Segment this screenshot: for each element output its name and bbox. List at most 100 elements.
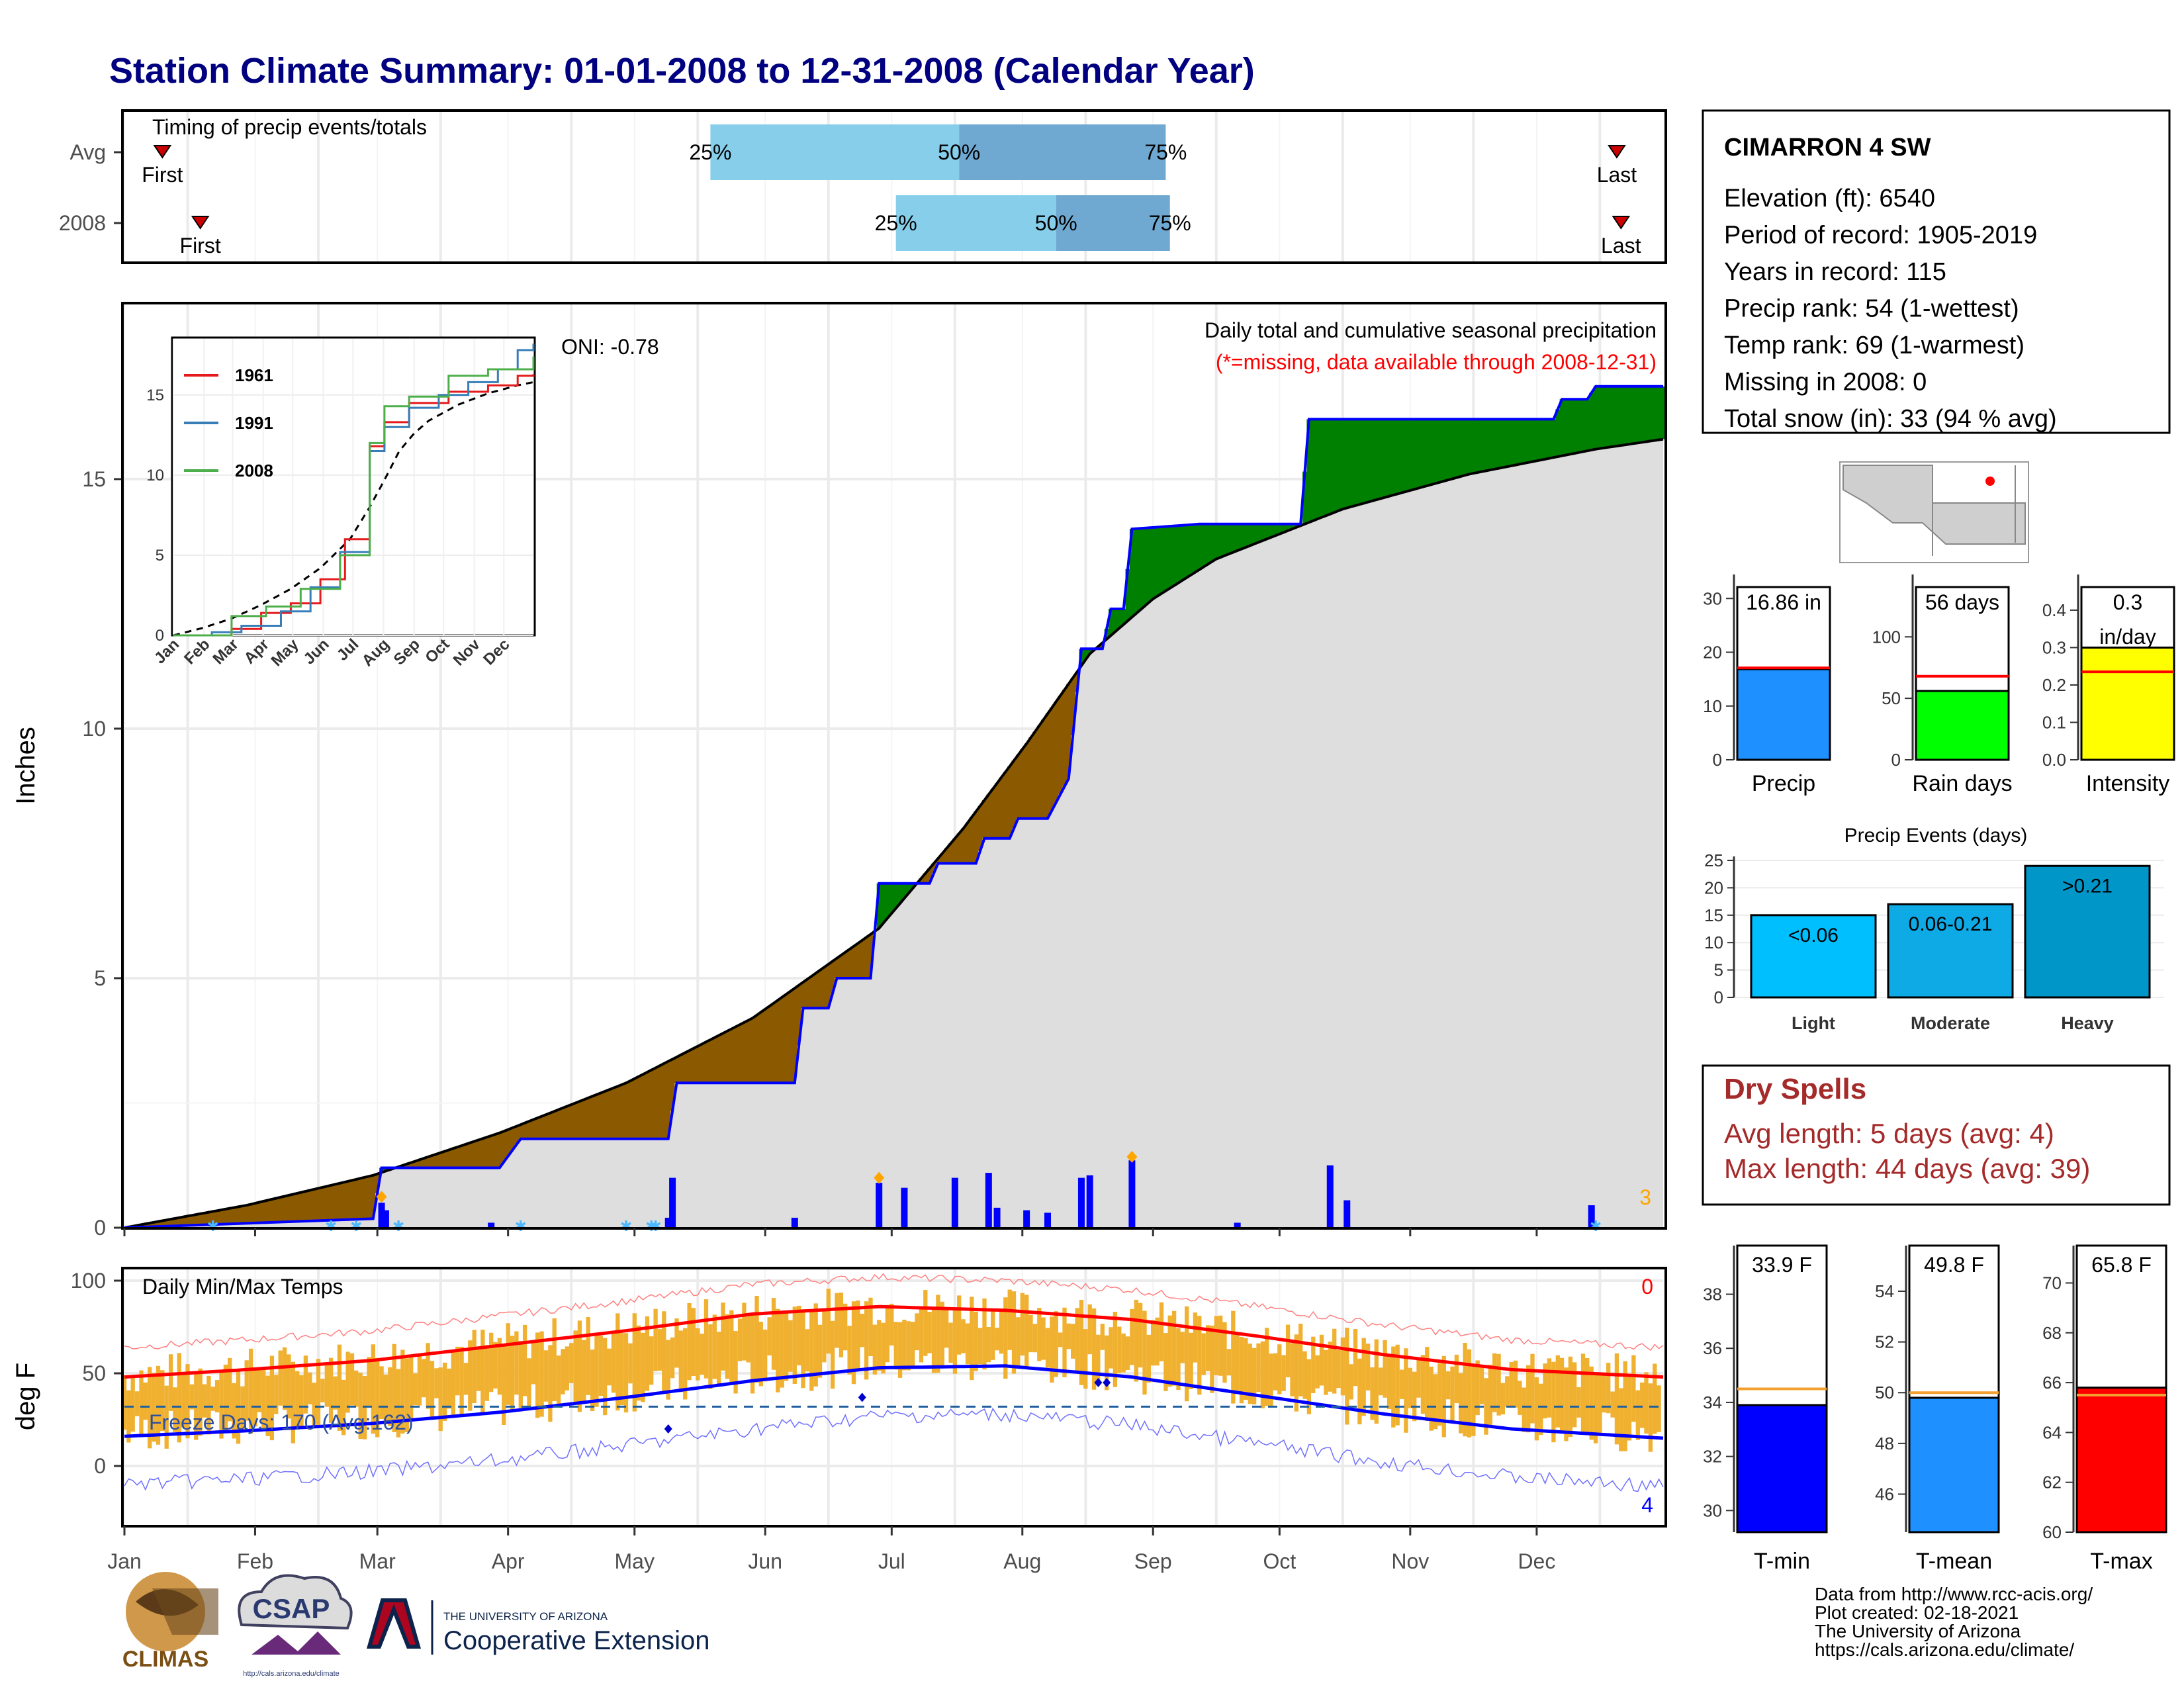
precip-y-ticks: 0 5 10 15 (82, 467, 122, 1240)
mini-temp-bar (1736, 1404, 1828, 1533)
csap-mountains (251, 1631, 341, 1655)
mini-bar-value: 0.3 (2113, 590, 2142, 614)
mini-temp-tick-label: 66 (2042, 1373, 2062, 1393)
record-low-line (124, 1407, 1664, 1492)
station-line: Elevation (ft): 6540 (1724, 185, 1935, 212)
temp-y-tick-label: 0 (94, 1454, 106, 1478)
month-label: Nov (1391, 1549, 1429, 1573)
mini-precip-0: 0 10 20 30 16.86 in Precip (1703, 574, 1831, 796)
events-tick-label: 20 (1704, 878, 1723, 897)
mini-tick-label: 0.0 (2042, 750, 2066, 770)
month-labels: Jan Feb Mar Apr May Jun Jul Aug Sep Oct Nov Dec (107, 1228, 1555, 1573)
inset-series-2008 (173, 356, 535, 637)
y-tick-label: 0 (94, 1216, 106, 1240)
snow-marker: ✱ (207, 1218, 219, 1234)
daily-precip-bar (1077, 1177, 1085, 1228)
daily-precip-bar (378, 1203, 385, 1228)
quartile-bar-low (895, 195, 1056, 251)
mini-temp-bar-top (1736, 1244, 1828, 1406)
mini-bar-unit: in/day (2099, 625, 2156, 649)
mini-temp-tick-label: 32 (1703, 1447, 1722, 1467)
station-location-dot (1985, 477, 1995, 486)
inset-month-label: Aug (359, 635, 393, 670)
events-tick-label: 0 (1714, 987, 1723, 1007)
month-label: Feb (237, 1549, 273, 1573)
mini-bar-value: 16.86 in (1746, 590, 1821, 614)
mini-bar-label: Rain days (1912, 771, 2012, 796)
station-line: Missing in 2008: 0 (1724, 369, 1927, 396)
mini-tick-label: 0 (1891, 750, 1901, 770)
precip-events-chart: Precip Events (days) 0 5 10 15 20 25 <0.06 Ligh… (1704, 825, 2164, 1033)
mini-temp-tick-label: 52 (1875, 1332, 1894, 1352)
snow-marker: ✱ (392, 1218, 404, 1234)
climas-logo[interactable]: CLIMAS (122, 1572, 218, 1672)
station-line: Temp rank: 69 (1-warmest) (1724, 332, 2025, 359)
y-tick-label: 5 (94, 966, 106, 990)
daily-precip-bar (1086, 1175, 1093, 1228)
precip-corner-count: 3 (1639, 1185, 1651, 1209)
mini-temp-tick-label: 68 (2042, 1323, 2062, 1343)
mini-tick-label: 100 (1872, 627, 1901, 647)
csap-logo[interactable]: CSAP http://cals.arizona.edu/climate (238, 1574, 353, 1678)
snow-marker: ✱ (649, 1218, 661, 1234)
mini-temp-label: T-max (2090, 1549, 2152, 1574)
precip-panel-frame (121, 302, 1667, 1230)
dry-spells-avg: Avg length: 5 days (avg: 4) (1724, 1118, 2054, 1149)
station-line: Period of record: 1905-2019 (1724, 222, 2037, 250)
dry-spells-frame (1702, 1064, 2171, 1206)
mini-bar-value: 56 days (1925, 590, 1999, 614)
month-label: Aug (1003, 1549, 1041, 1573)
inset-legend-label: 2008 (235, 461, 273, 480)
mini-temp-bar (2075, 1387, 2167, 1533)
last-label: Last (1601, 234, 1641, 257)
record-precip-marker (1126, 1150, 1138, 1163)
mini-bar-label: Precip (1752, 771, 1815, 796)
mini-temp-tick-label: 64 (2042, 1422, 2062, 1442)
month-label: Apr (492, 1549, 525, 1573)
mini-temp-tick-label: 30 (1703, 1500, 1722, 1520)
inset-month-label: Jun (300, 635, 333, 668)
location-map (1839, 461, 2029, 563)
timing-panel-frame (121, 109, 1667, 264)
quartile-bar-high (1056, 195, 1170, 251)
event-bar-label: 0.06-0.21 (1909, 913, 1993, 935)
first-label: First (180, 234, 221, 257)
month-label: Dec (1518, 1549, 1555, 1573)
inset-y-tick: 5 (156, 547, 164, 565)
q75-label: 75% (1149, 211, 1191, 235)
timing-row-label: Avg (69, 140, 106, 164)
ua-name-text: Cooperative Extension (443, 1626, 709, 1655)
daily-precip-bar (951, 1177, 958, 1228)
page-title: Station Climate Summary: 01-01-2008 to 1… (109, 51, 1255, 91)
daily-temp-bars (122, 1289, 1661, 1452)
mini-temp-tick-label: 46 (1875, 1485, 1894, 1504)
mini-tick-label: 0.1 (2042, 712, 2066, 732)
temp-y-tick-label: 50 (82, 1361, 106, 1385)
mini-tick-label: 10 (1703, 696, 1722, 716)
daily-precip-bar (1044, 1212, 1051, 1228)
mini-bar (2080, 646, 2175, 761)
csap-cloud (238, 1574, 353, 1630)
q25-label: 25% (689, 140, 731, 164)
quartile-bar-low (710, 124, 960, 180)
csap-url: http://cals.arizona.edu/climate (243, 1670, 340, 1678)
ua-a-mark (367, 1598, 421, 1649)
ua-logo[interactable]: THE UNIVERSITY OF ARIZONA Cooperative Ex… (367, 1598, 709, 1655)
mini-bar (1915, 690, 2010, 761)
event-bar-label: <0.06 (1788, 925, 1839, 946)
max-record-count: 0 (1641, 1275, 1653, 1299)
daily-precip-bar (876, 1183, 883, 1228)
footer-line-1: Data from http://www.rcc-acis.org/ (1815, 1584, 2093, 1604)
station-info-box: CIMARRON 4 SW Elevation (ft): 6540 Period… (1702, 109, 2171, 434)
inset-y-tick: 10 (146, 467, 164, 484)
station-line: Years in record: 115 (1724, 258, 1946, 286)
mini-tick-label: 20 (1703, 643, 1722, 663)
events-tick-label: 25 (1704, 850, 1723, 870)
mini-temp-2: 60 62 64 66 68 70 65.8 F T-max (2042, 1244, 2167, 1574)
events-title: Precip Events (days) (1844, 825, 2028, 846)
mini-temp-0: 30 32 34 36 38 33.9 F T-min (1703, 1244, 1828, 1574)
daily-precip-bar (664, 1217, 672, 1228)
last-marker (1612, 216, 1631, 230)
mini-temp-label: T-min (1754, 1549, 1810, 1574)
